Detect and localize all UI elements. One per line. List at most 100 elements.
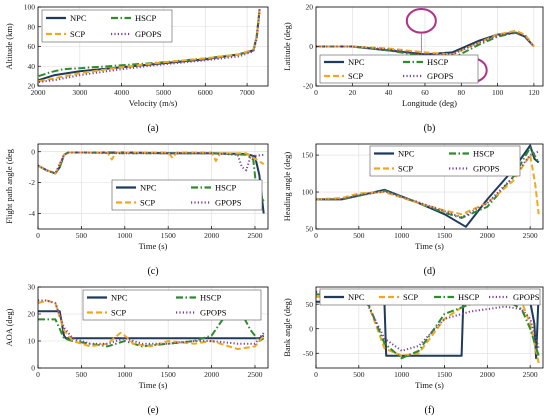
chart-panel-c: 0 500 1000 1500 2000 2500 -4 -2 0 Time (s) Flight … [4, 143, 269, 277]
x-tick-label: 120 [528, 88, 540, 97]
x-tick-label: 1000 [394, 231, 409, 240]
x-tick-label: 0 [314, 370, 318, 379]
legend-entry-gpops: GPOPS [427, 71, 454, 81]
x-tick-label: 1000 [117, 370, 132, 379]
panel-caption: (b) [424, 123, 436, 134]
x-tick-label: 1000 [117, 231, 132, 240]
legend-entry-hscp: HSCP [427, 57, 449, 67]
legend: NPC HSCP SCP GPOPS [111, 179, 263, 211]
x-tick-label: 2000 [480, 370, 495, 379]
y-tick-label: 100 [302, 188, 314, 197]
legend-entry-scp: SCP [140, 198, 155, 208]
panel-caption: (a) [147, 123, 158, 134]
plot-frame [315, 143, 544, 230]
x-tick-label: 2000 [204, 231, 219, 240]
panel-caption: (c) [147, 266, 158, 277]
x-tick-label: 4000 [114, 88, 129, 97]
legend-entry-npc: NPC [111, 293, 128, 303]
x-tick-label: 500 [353, 231, 365, 240]
series-line-scp [38, 299, 265, 351]
chart-panel-a: 2000 3000 4000 5000 6000 7000 20 40 60 80 100 Veloc… [4, 3, 269, 134]
x-tick-label: 500 [353, 370, 365, 379]
legend-entry-gpops: GPOPS [513, 292, 540, 302]
x-tick-label: 2000 [31, 88, 46, 97]
y-axis-label: Flight path angle (deg [4, 148, 14, 224]
y-tick-label: 150 [302, 151, 314, 160]
x-tick-label: 5000 [156, 88, 171, 97]
legend: NPC HSCP SCP GPOPS [319, 54, 479, 84]
x-axis-label: Longitude (deg) [402, 98, 457, 108]
chart-panel-f: 0 500 1000 1500 2000 2500 -50 0 50 Time (s) Bank a… [282, 286, 544, 416]
y-tick-label: 20 [28, 82, 36, 91]
x-tick-label: 0 [36, 370, 40, 379]
legend-entry-npc: NPC [140, 183, 157, 193]
x-tick-label: 20 [349, 88, 357, 97]
x-tick-label: 7000 [240, 88, 255, 97]
series-line-scp [38, 151, 265, 175]
x-tick-label: 0 [314, 88, 318, 97]
y-tick-label: 0 [309, 42, 313, 51]
legend-entry-hscp: HSCP [200, 293, 222, 303]
x-tick-label: 2500 [247, 231, 262, 240]
x-tick-label: 2500 [523, 231, 538, 240]
x-tick-label: 1500 [161, 231, 176, 240]
series-line-gpops [316, 31, 535, 56]
chart-panel-e: 0 500 1000 1500 2000 2500 0 10 20 30 Time (s) AOA (… [4, 283, 269, 416]
series-line-hscp [316, 146, 540, 219]
x-tick-label: 500 [76, 370, 88, 379]
x-tick-label: 0 [36, 231, 40, 240]
x-tick-label: 1500 [437, 370, 452, 379]
y-tick-label: 20 [306, 3, 314, 12]
series-line-gpops [316, 150, 540, 219]
x-tick-label: 1500 [437, 231, 452, 240]
legend-entry-gpops: GPOPS [215, 198, 242, 208]
legend-entry-npc: NPC [348, 292, 365, 302]
legend: NPC HSCP SCP GPOPS [41, 9, 173, 43]
x-tick-label: 3000 [72, 88, 87, 97]
y-tick-label: 40 [28, 62, 36, 71]
x-axis-label: Time (s) [415, 241, 444, 251]
x-tick-label: 2500 [523, 370, 538, 379]
legend-entry-gpops: GPOPS [135, 29, 162, 39]
legend-entry-scp: SCP [348, 71, 363, 81]
y-axis-label: Heading angle (deg) [282, 152, 292, 222]
legend-entry-hscp: HSCP [215, 183, 237, 193]
x-tick-label: 2000 [480, 231, 495, 240]
plot-frame [37, 143, 269, 230]
x-tick-label: 0 [314, 231, 318, 240]
y-tick-label: 30 [28, 283, 36, 292]
x-tick-label: 2500 [247, 370, 262, 379]
legend: NPC SCP HSCP GPOPS [319, 288, 541, 306]
series-line-npc [38, 310, 265, 340]
y-tick-label: -20 [303, 82, 313, 91]
y-tick-label: 60 [28, 42, 36, 51]
y-tick-label: 100 [24, 3, 36, 12]
x-tick-label: 80 [458, 88, 466, 97]
legend-entry-gpops: GPOPS [200, 308, 227, 318]
panel-caption: (d) [424, 266, 436, 277]
legend-entry-scp: SCP [111, 308, 126, 318]
chart-panel-d: 0 500 1000 1500 2000 2500 50 100 150 Time (s) Head… [282, 143, 544, 277]
legend-entry-gpops: GPOPS [473, 164, 500, 174]
x-tick-label: 6000 [198, 88, 213, 97]
x-axis-label: Velocity (m/s) [129, 98, 178, 108]
legend-entry-npc: NPC [398, 149, 415, 159]
y-tick-label: -4 [29, 209, 35, 218]
x-axis-label: Time (s) [415, 380, 444, 390]
y-axis-label: AOA (deg) [4, 308, 14, 346]
annotation-ellipse [405, 7, 437, 34]
y-axis-label: Altitude (km) [4, 23, 14, 70]
legend-entry-scp: SCP [403, 292, 418, 302]
y-tick-label: 80 [28, 22, 36, 31]
legend: NPC HSCP SCP GPOPS [369, 145, 521, 177]
y-tick-label: 0 [31, 147, 35, 156]
plot-frame [315, 286, 544, 369]
x-tick-label: 500 [76, 231, 88, 240]
y-tick-label: 50 [306, 300, 314, 309]
panel-caption: (f) [425, 405, 435, 416]
x-tick-label: 1000 [394, 370, 409, 379]
x-axis-label: Time (s) [139, 241, 168, 251]
panel-caption: (e) [147, 405, 158, 416]
